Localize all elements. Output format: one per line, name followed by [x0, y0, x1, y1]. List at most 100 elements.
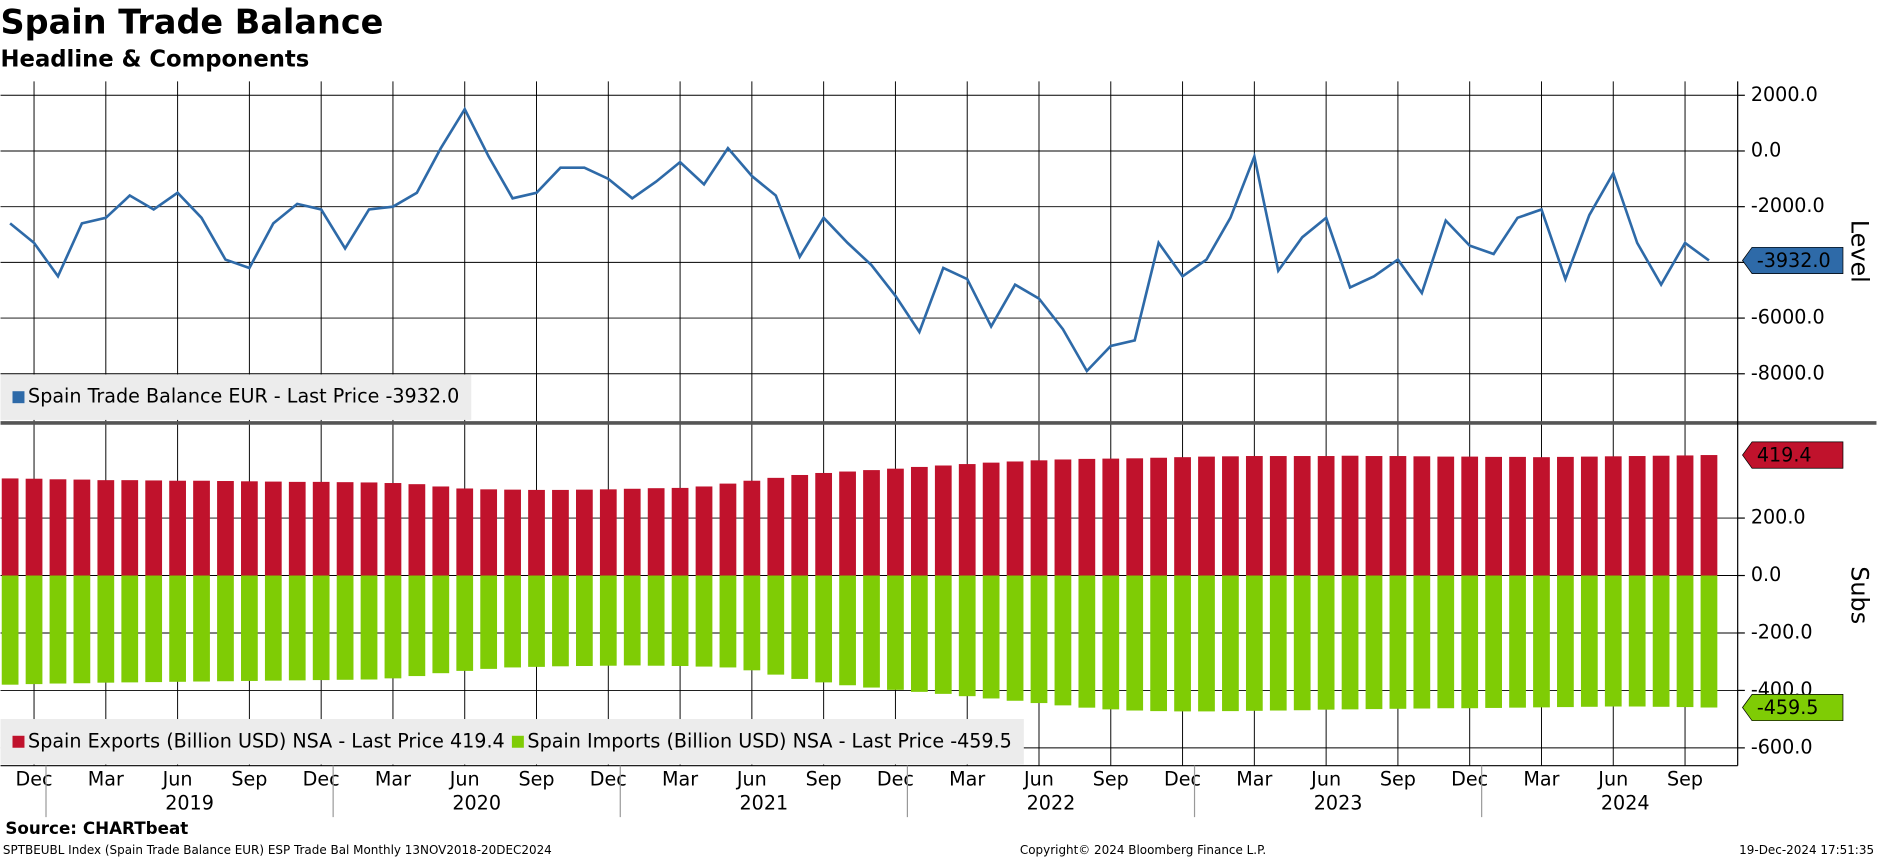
bar [480, 489, 498, 576]
bar [1389, 456, 1407, 576]
x-tick-label: Sep [1380, 768, 1416, 791]
bar [1485, 575, 1502, 708]
chart-subtitle: Headline & Components [1, 46, 310, 72]
x-tick-label: Dec [877, 768, 914, 791]
bar [312, 575, 330, 681]
bar [839, 575, 856, 686]
bar [1628, 575, 1646, 707]
bar [599, 489, 617, 576]
bar [1269, 456, 1287, 576]
legend-swatch [12, 391, 25, 404]
bar [1557, 456, 1574, 576]
y-tick-label: -8000.0 [1751, 361, 1825, 384]
bar [1676, 575, 1694, 708]
bar [982, 575, 1000, 699]
bar [958, 464, 976, 576]
bar [432, 486, 450, 576]
bar [1174, 575, 1191, 712]
bar [1533, 457, 1550, 576]
bar [767, 477, 785, 576]
last-price-label: -459.5 [1757, 696, 1819, 719]
bar [217, 481, 234, 576]
bar [145, 575, 163, 683]
line-series [9, 106, 1710, 374]
bar [49, 479, 67, 576]
bar [1150, 575, 1168, 712]
bar [193, 575, 210, 682]
x-tick-label: Sep [231, 768, 267, 791]
x-tick-label: Mar [1236, 768, 1272, 791]
bar [25, 478, 43, 576]
bar [599, 575, 617, 666]
bar [169, 480, 186, 576]
bar [1222, 456, 1239, 576]
bar [1485, 456, 1502, 576]
bar [1269, 575, 1287, 711]
bar [241, 481, 258, 576]
x-tick-label: Mar [375, 768, 411, 791]
bar [1054, 575, 1072, 706]
bar [575, 489, 593, 576]
bar [408, 484, 426, 576]
bar [49, 575, 67, 684]
x-tick-label: Jun [736, 768, 767, 791]
x-year-label: 2022 [1027, 791, 1076, 814]
bar [1, 478, 19, 576]
bar [336, 575, 354, 680]
bar [887, 575, 904, 690]
bar [1198, 456, 1215, 576]
y-tick-label: 200.0 [1751, 506, 1806, 529]
bar [1078, 575, 1096, 708]
bar [1652, 575, 1670, 707]
y-tick-label: -2000.0 [1751, 194, 1825, 217]
bar [504, 489, 521, 576]
bar [1174, 457, 1191, 576]
axis-label: Subs [1846, 566, 1874, 624]
bar [1293, 456, 1311, 576]
bar [743, 575, 761, 671]
bar [1389, 575, 1407, 709]
bar [241, 575, 258, 681]
y-tick-label: 2000.0 [1751, 83, 1818, 106]
x-tick-label: Dec [1164, 768, 1201, 791]
legend-swatch [12, 735, 25, 748]
bar [1054, 459, 1072, 576]
bar [1150, 457, 1168, 576]
last-price-label: 419.4 [1757, 444, 1812, 467]
x-tick-label: Mar [88, 768, 124, 791]
bar [1604, 456, 1622, 576]
bar [1676, 455, 1694, 576]
bar [121, 480, 139, 576]
bar [1604, 575, 1622, 707]
x-tick-label: Jun [1597, 768, 1628, 791]
bar [910, 575, 928, 692]
bar [1030, 575, 1048, 704]
x-tick-label: Dec [16, 768, 53, 791]
bar [982, 462, 1000, 576]
legend-label: Spain Exports (Billion USD) NSA - Last P… [28, 729, 505, 752]
bar [1341, 575, 1359, 710]
bar [528, 575, 545, 667]
bar [1102, 458, 1120, 576]
x-year-label: 2024 [1601, 791, 1650, 814]
bar [264, 481, 282, 576]
bar [1557, 575, 1574, 708]
bar [743, 480, 761, 576]
bar [1245, 456, 1263, 576]
x-year-label: 2023 [1314, 791, 1363, 814]
bar [863, 575, 880, 688]
bar [719, 483, 737, 576]
bar [1293, 575, 1311, 711]
bar [1030, 460, 1048, 576]
bar [217, 575, 234, 682]
legend-label: Spain Trade Balance EUR - Last Price -39… [28, 385, 459, 408]
x-year-label: 2019 [165, 791, 214, 814]
bar [887, 468, 904, 576]
bar [1126, 575, 1144, 711]
bar [193, 480, 210, 576]
bar [1533, 575, 1550, 708]
x-tick-label: Dec [303, 768, 340, 791]
bar [671, 487, 689, 576]
